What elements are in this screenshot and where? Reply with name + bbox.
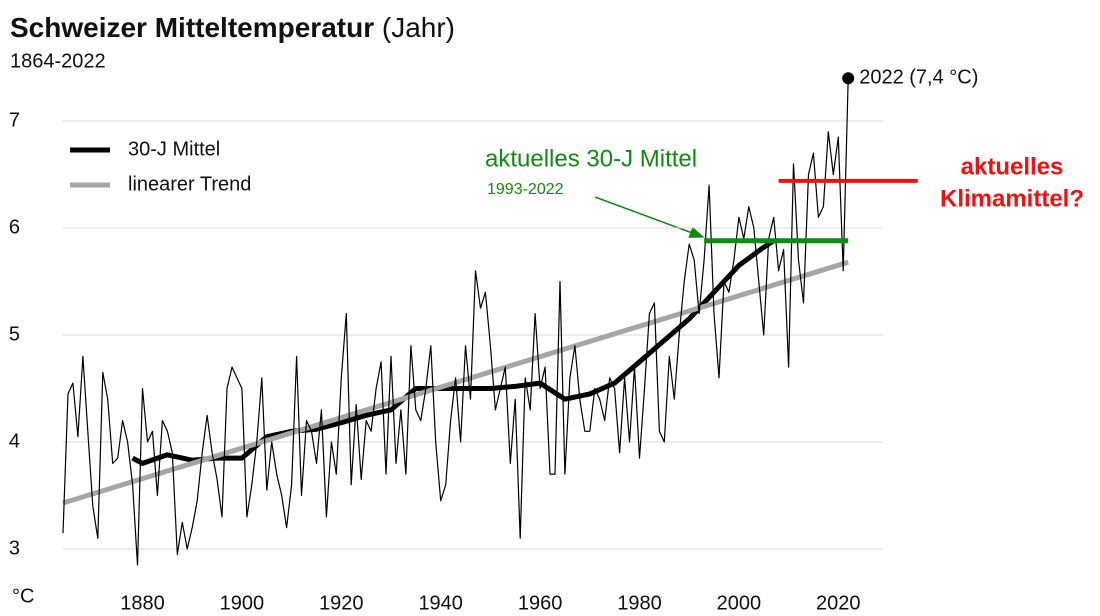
y-tick-label: 4 [9,430,20,452]
legend-label: linearer Trend [128,173,251,195]
x-tick-label: 1900 [220,592,265,614]
chart-title: Schweizer Mitteltemperatur (Jahr) [10,12,455,43]
arrow [594,196,705,238]
x-tick-label: 2020 [816,592,861,614]
y-tick-label: 6 [9,216,20,238]
climate-label: Klimamittel? [940,185,1084,212]
series-line [131,238,776,466]
mean-label: aktuelles 30-J Mittel [485,145,697,172]
y-tick-label: 5 [9,323,20,345]
mean-period: 1993-2022 [487,181,564,198]
subtitle: 1864-2022 [10,50,106,72]
highlight-point [842,72,855,85]
y-axis-label: °C [12,585,34,607]
y-tick-label: 7 [9,109,20,131]
x-tick-label: 1920 [319,592,364,614]
x-tick-label: 1960 [518,592,563,614]
x-tick-label: 1980 [617,592,662,614]
title-main: Schweizer Mitteltemperatur [10,12,374,43]
x-tick-label: 1940 [418,592,463,614]
highlight-label: 2022 (7,4 °C) [859,66,978,88]
climate-label: aktuelles [961,153,1064,180]
x-tick-label: 2000 [717,592,762,614]
x-tick-label: 1880 [120,592,165,614]
y-tick-label: 3 [9,537,20,559]
series-line [62,78,849,566]
title-note: (Jahr) [382,12,455,43]
legend-label: 30-J Mittel [128,138,220,160]
